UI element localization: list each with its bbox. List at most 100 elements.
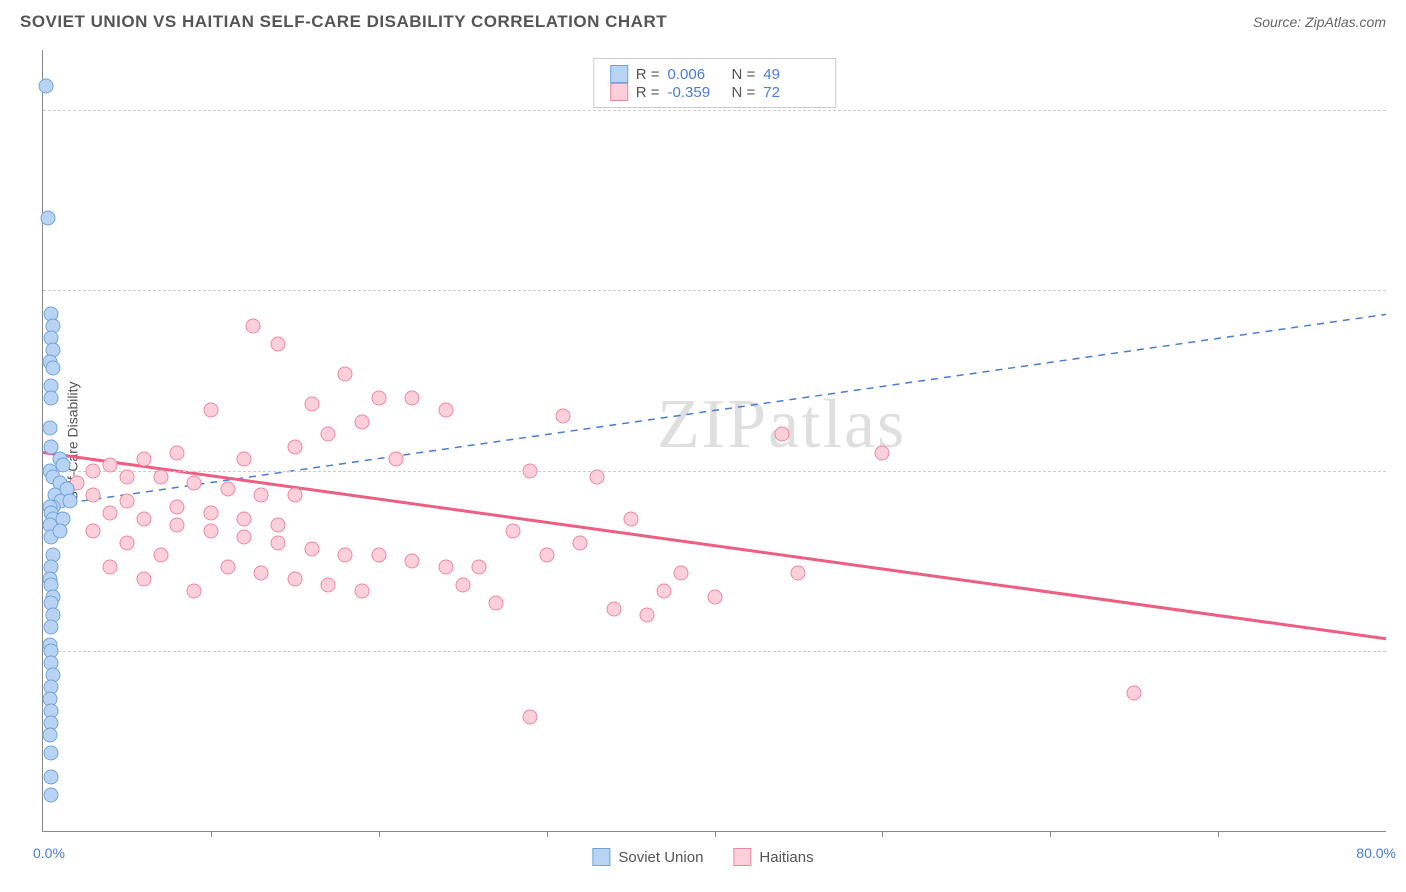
- data-point-haitian: [271, 337, 286, 352]
- data-point-haitian: [455, 577, 470, 592]
- gridline: [43, 471, 1386, 472]
- data-point-haitian: [86, 463, 101, 478]
- r-label: R =: [636, 66, 660, 83]
- data-point-haitian: [875, 445, 890, 460]
- data-point-haitian: [119, 469, 134, 484]
- data-point-haitian: [220, 481, 235, 496]
- data-point-soviet: [62, 493, 77, 508]
- data-point-haitian: [623, 511, 638, 526]
- data-point-haitian: [640, 607, 655, 622]
- swatch-haitian: [610, 83, 628, 101]
- x-tick: [715, 831, 716, 837]
- data-point-haitian: [573, 535, 588, 550]
- data-point-soviet: [42, 421, 57, 436]
- x-tick: [211, 831, 212, 837]
- data-point-haitian: [489, 595, 504, 610]
- data-point-haitian: [136, 511, 151, 526]
- data-point-haitian: [170, 445, 185, 460]
- data-point-soviet: [41, 211, 56, 226]
- data-point-haitian: [203, 523, 218, 538]
- data-point-haitian: [304, 397, 319, 412]
- x-tick: [1050, 831, 1051, 837]
- gridline: [43, 110, 1386, 111]
- data-point-soviet: [44, 787, 59, 802]
- data-point-soviet: [44, 619, 59, 634]
- data-point-haitian: [673, 565, 688, 580]
- data-point-soviet: [46, 361, 61, 376]
- data-point-haitian: [287, 487, 302, 502]
- data-point-haitian: [203, 403, 218, 418]
- data-point-haitian: [119, 535, 134, 550]
- data-point-haitian: [522, 463, 537, 478]
- data-point-haitian: [405, 391, 420, 406]
- data-point-haitian: [287, 571, 302, 586]
- data-point-haitian: [86, 487, 101, 502]
- data-point-haitian: [522, 709, 537, 724]
- chart-title: SOVIET UNION VS HAITIAN SELF-CARE DISABI…: [20, 12, 667, 32]
- data-point-haitian: [371, 547, 386, 562]
- x-tick: [882, 831, 883, 837]
- data-point-haitian: [791, 565, 806, 580]
- data-point-soviet: [42, 727, 57, 742]
- data-point-haitian: [187, 583, 202, 598]
- n-value-soviet: 49: [763, 66, 819, 83]
- data-point-haitian: [136, 451, 151, 466]
- data-point-haitian: [354, 415, 369, 430]
- data-point-haitian: [321, 577, 336, 592]
- data-point-haitian: [1127, 685, 1142, 700]
- data-point-haitian: [321, 427, 336, 442]
- legend-row-soviet: R = 0.006 N = 49: [610, 65, 820, 83]
- data-point-haitian: [606, 601, 621, 616]
- n-label: N =: [732, 84, 756, 101]
- data-point-haitian: [86, 523, 101, 538]
- data-point-haitian: [271, 535, 286, 550]
- swatch-soviet-bottom: [592, 848, 610, 866]
- data-point-haitian: [472, 559, 487, 574]
- x-tick: [379, 831, 380, 837]
- correlation-legend: R = 0.006 N = 49 R = -0.359 N = 72: [593, 58, 837, 108]
- data-point-haitian: [338, 367, 353, 382]
- data-point-haitian: [153, 547, 168, 562]
- data-point-haitian: [220, 559, 235, 574]
- trend-lines: [43, 50, 1386, 831]
- data-point-haitian: [136, 571, 151, 586]
- x-tick: [547, 831, 548, 837]
- data-point-haitian: [438, 403, 453, 418]
- watermark: ZIPatlas: [657, 385, 906, 465]
- data-point-haitian: [170, 499, 185, 514]
- data-point-haitian: [245, 319, 260, 334]
- data-point-haitian: [438, 559, 453, 574]
- data-point-haitian: [103, 559, 118, 574]
- series-legend: Soviet Union Haitians: [592, 848, 813, 866]
- x-max-label: 80.0%: [1356, 845, 1396, 861]
- data-point-haitian: [354, 583, 369, 598]
- data-point-haitian: [774, 427, 789, 442]
- legend-label-haitian: Haitians: [759, 849, 813, 866]
- data-point-haitian: [237, 529, 252, 544]
- r-value-haitian: -0.359: [668, 84, 724, 101]
- legend-row-haitian: R = -0.359 N = 72: [610, 83, 820, 101]
- legend-item-soviet: Soviet Union: [592, 848, 703, 866]
- data-point-haitian: [405, 553, 420, 568]
- data-point-haitian: [338, 547, 353, 562]
- data-point-haitian: [287, 439, 302, 454]
- data-point-haitian: [388, 451, 403, 466]
- data-point-haitian: [539, 547, 554, 562]
- r-value-soviet: 0.006: [668, 66, 724, 83]
- data-point-haitian: [506, 523, 521, 538]
- data-point-soviet: [44, 745, 59, 760]
- data-point-haitian: [237, 511, 252, 526]
- data-point-haitian: [254, 565, 269, 580]
- r-label: R =: [636, 84, 660, 101]
- x-tick: [1218, 831, 1219, 837]
- legend-item-haitian: Haitians: [733, 848, 813, 866]
- data-point-haitian: [556, 409, 571, 424]
- data-point-haitian: [707, 589, 722, 604]
- legend-label-soviet: Soviet Union: [618, 849, 703, 866]
- data-point-haitian: [103, 457, 118, 472]
- gridline: [43, 651, 1386, 652]
- data-point-haitian: [254, 487, 269, 502]
- data-point-haitian: [187, 475, 202, 490]
- data-point-haitian: [103, 505, 118, 520]
- data-point-haitian: [589, 469, 604, 484]
